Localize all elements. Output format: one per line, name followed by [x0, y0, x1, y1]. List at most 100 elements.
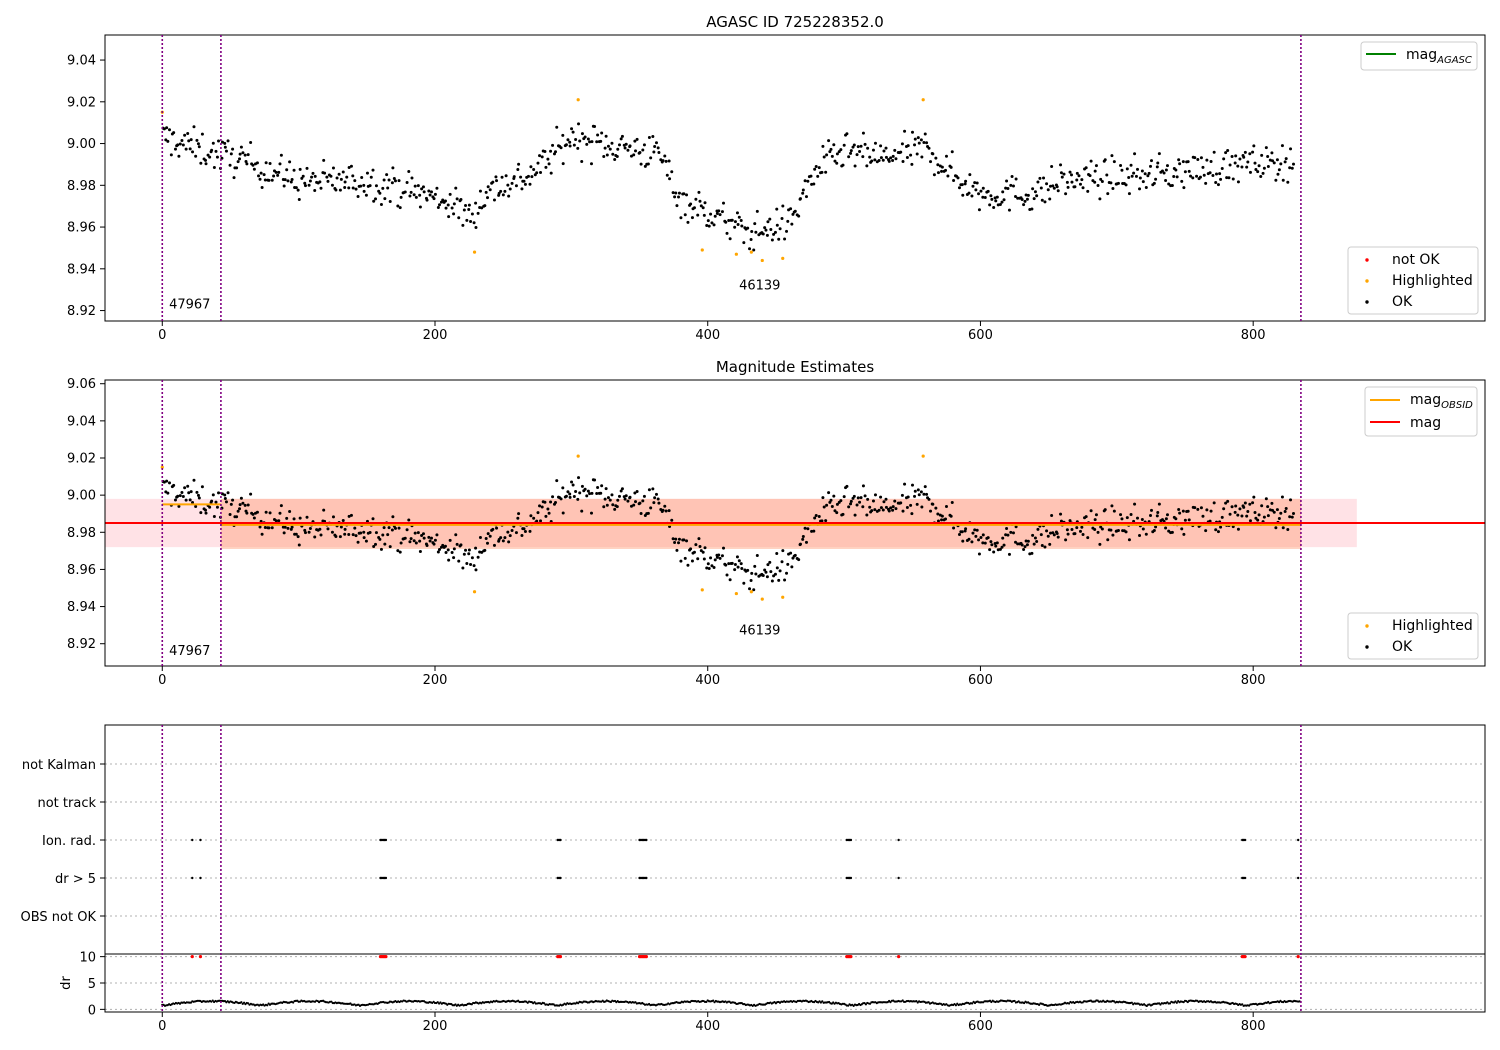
data-point-ok: [632, 153, 636, 157]
data-point-ok: [967, 191, 971, 195]
data-point-ok: [849, 151, 853, 155]
data-point-ok: [755, 209, 759, 213]
data-point-ok: [849, 502, 853, 506]
data-point-ok: [847, 505, 851, 509]
data-point-ok: [977, 538, 981, 542]
data-point-ok: [737, 215, 741, 219]
data-point-ok: [724, 563, 728, 567]
data-point-ok: [1199, 156, 1203, 160]
data-point-ok: [855, 503, 859, 507]
data-point-ok: [749, 238, 753, 242]
data-point-ok: [770, 238, 774, 242]
data-point-ok: [564, 494, 568, 498]
data-point-ok: [386, 533, 390, 537]
data-point-ok: [1000, 200, 1004, 204]
dr-point: [1241, 1003, 1244, 1006]
data-point-ok: [913, 494, 917, 498]
flag-point: [1296, 838, 1300, 842]
data-point-ok: [829, 498, 833, 502]
data-point-ok: [620, 487, 624, 491]
data-point-ok: [1216, 183, 1220, 187]
y-tick-label: 9.00: [67, 489, 96, 504]
data-point-ok: [970, 194, 974, 198]
data-point-ok: [773, 572, 777, 576]
data-point-ok: [189, 138, 193, 142]
legend-label-highlighted: Highlighted: [1392, 273, 1473, 289]
data-point-ok: [845, 484, 849, 488]
data-point-highlighted: [734, 591, 738, 596]
data-point-ok: [1093, 180, 1097, 184]
data-point-ok: [853, 164, 857, 168]
data-point-ok: [950, 500, 954, 504]
flag-point: [897, 876, 900, 880]
data-point-ok: [561, 511, 565, 515]
data-point-ok: [975, 528, 979, 532]
data-point-ok: [1064, 538, 1068, 542]
data-point-ok: [1215, 172, 1219, 176]
data-point-ok: [1248, 152, 1252, 156]
data-point-ok: [183, 133, 187, 137]
data-point-ok: [814, 514, 818, 518]
dr-point: [864, 1003, 868, 1006]
data-point-ok: [549, 171, 553, 175]
data-point-ok: [1175, 175, 1179, 179]
legend-label-ok-mid: OK: [1392, 639, 1413, 655]
data-point-ok: [952, 178, 956, 182]
data-point-ok: [551, 495, 555, 499]
data-point-ok: [804, 540, 808, 544]
data-point-ok: [192, 125, 196, 129]
flag-point: [191, 876, 194, 880]
data-point-ok: [817, 515, 821, 519]
data-point-ok: [1096, 530, 1100, 534]
data-point-ok: [746, 226, 750, 230]
data-point-ok: [920, 505, 924, 509]
data-point-ok: [964, 527, 968, 531]
data-point-ok: [1284, 157, 1288, 161]
data-point-ok: [1198, 175, 1202, 179]
data-point-ok: [1186, 509, 1190, 513]
data-point-ok: [806, 179, 810, 183]
data-point-ok: [1182, 186, 1186, 190]
data-point-ok: [318, 180, 322, 184]
data-point-ok: [922, 141, 926, 145]
data-point-ok: [292, 168, 296, 172]
legend-markers-mid: Highlighted OK: [1347, 612, 1479, 660]
data-point-ok: [868, 155, 872, 159]
data-point-ok: [462, 552, 466, 556]
data-point-ok: [593, 125, 597, 129]
data-point-ok: [1093, 169, 1097, 173]
data-point-ok: [604, 487, 608, 491]
data-point-ok: [806, 527, 810, 531]
data-point-ok: [1240, 514, 1244, 518]
data-point-ok: [733, 225, 737, 229]
data-point-ok: [1070, 180, 1074, 184]
data-point-ok: [232, 176, 236, 180]
data-point-ok: [1214, 528, 1218, 532]
data-point-ok: [1009, 530, 1013, 534]
dr-point: [705, 1000, 708, 1003]
data-point-ok: [1256, 170, 1260, 174]
data-point-ok: [330, 530, 334, 534]
data-point-ok: [882, 149, 886, 153]
data-point-ok: [1147, 171, 1151, 175]
data-point-ok: [1183, 518, 1187, 522]
data-point-ok: [673, 195, 677, 199]
y-tick-label: 9.02: [67, 452, 96, 467]
data-point-ok: [252, 516, 256, 520]
data-point-ok: [893, 148, 897, 152]
x-tick-label: 600: [968, 673, 993, 688]
data-point-ok: [879, 144, 883, 148]
data-point-ok: [1022, 547, 1026, 551]
data-point-ok: [1283, 509, 1287, 513]
data-point-ok: [586, 137, 590, 141]
data-point-ok: [443, 199, 447, 203]
data-point-ok: [1262, 515, 1266, 519]
data-point-ok: [349, 164, 353, 168]
obsid-label: 47967: [169, 297, 210, 312]
data-point-ok: [1271, 508, 1275, 512]
data-point-ok: [425, 198, 429, 202]
data-point-ok: [447, 558, 451, 562]
data-point-ok: [1035, 540, 1039, 544]
data-point-ok: [1120, 168, 1124, 172]
data-point-ok: [979, 189, 983, 193]
